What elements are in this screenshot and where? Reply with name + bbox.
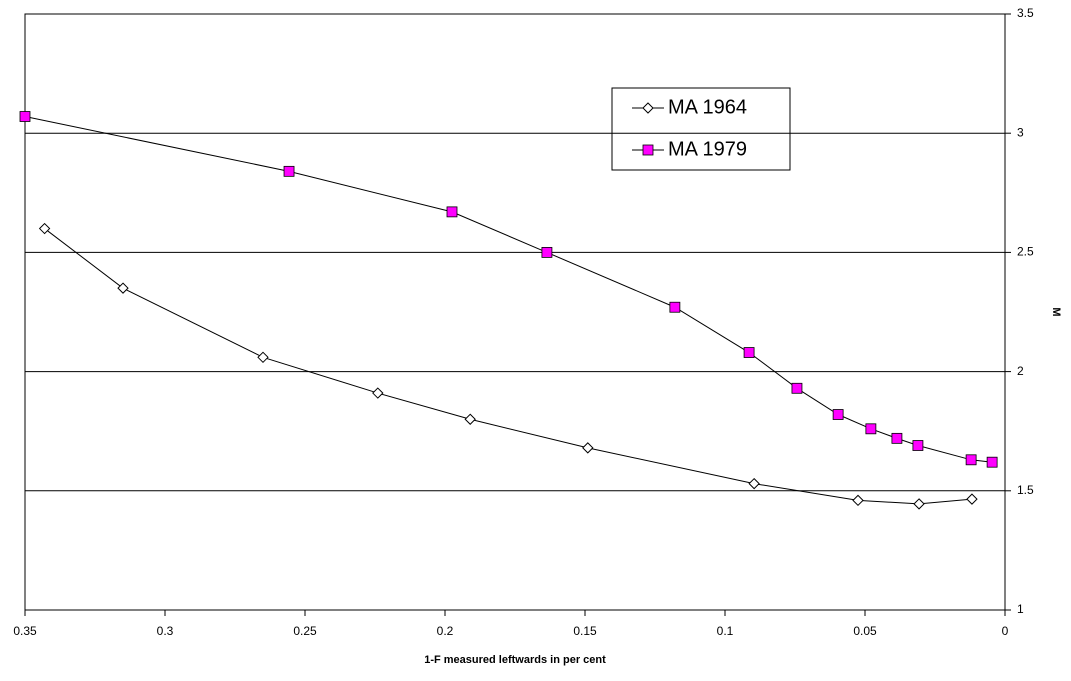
y-tick-label: 2.5 [1017,245,1034,259]
x-tick-label: 0.3 [157,624,174,638]
y-tick-label: 3 [1017,125,1024,139]
square-marker [446,206,458,218]
series-line [44,228,973,505]
square-marker [986,456,998,468]
x-tick-label: 0 [1002,624,1009,638]
diamond-marker [582,442,594,454]
square-marker [541,246,553,258]
square-marker [19,111,31,122]
square-marker [283,165,295,177]
x-tick-label: 0.35 [13,624,37,638]
series-line [24,116,993,463]
y-tick-label: 2 [1017,364,1024,378]
square-marker [832,409,844,420]
square-marker [912,440,924,451]
y-axis-label: M [1050,307,1062,316]
square-marker [642,144,654,156]
diamond-marker [966,493,978,505]
y-tick-label: 1 [1017,602,1024,616]
diamond-marker [117,282,129,294]
legend-label: MA 1979 [668,138,747,160]
x-tick-label: 0.25 [293,624,317,638]
diamond-marker [38,222,51,235]
legend-label: MA 1964 [668,96,747,118]
plot-frame [24,13,1006,611]
diamond-marker [642,102,654,114]
square-marker [669,301,681,313]
diamond-marker [913,498,925,510]
square-marker [891,432,903,444]
diamond-marker [852,494,864,507]
legend-box [611,87,791,171]
square-marker [791,382,803,394]
diamond-marker [464,413,476,425]
y-tick-label: 3.5 [1017,6,1034,20]
x-tick-label: 0.05 [853,624,877,638]
x-axis-label: 1-F measured leftwards in per cent [424,654,606,666]
diamond-marker [372,387,384,399]
y-tick-label: 1.5 [1017,483,1034,497]
x-tick-label: 0.2 [437,624,454,638]
square-marker [743,347,755,358]
square-marker [865,423,877,435]
x-tick-label: 0.15 [573,624,597,638]
x-tick-label: 0.1 [717,624,734,638]
square-marker [965,454,977,466]
diamond-marker [748,477,760,490]
diamond-marker [257,351,269,364]
